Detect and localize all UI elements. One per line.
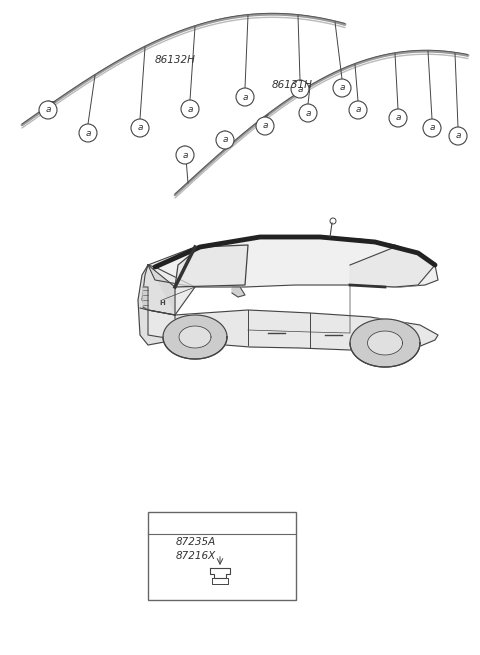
Circle shape (423, 119, 441, 137)
Circle shape (236, 88, 254, 106)
Text: a: a (158, 519, 164, 527)
Circle shape (299, 104, 317, 122)
Text: 87235A: 87235A (176, 537, 216, 547)
Text: a: a (45, 105, 51, 115)
Polygon shape (350, 319, 420, 367)
Polygon shape (179, 326, 211, 348)
Circle shape (449, 127, 467, 145)
Circle shape (79, 124, 97, 142)
Circle shape (152, 514, 170, 532)
Text: a: a (305, 109, 311, 117)
Polygon shape (232, 287, 245, 297)
Text: a: a (85, 128, 91, 138)
Text: a: a (297, 84, 303, 94)
Circle shape (216, 131, 234, 149)
Text: H: H (159, 300, 165, 306)
Text: a: a (262, 121, 268, 130)
Text: a: a (242, 92, 248, 102)
Polygon shape (163, 315, 227, 359)
Circle shape (256, 117, 274, 135)
Polygon shape (175, 245, 248, 287)
Circle shape (176, 146, 194, 164)
Polygon shape (350, 247, 435, 287)
Polygon shape (142, 265, 175, 315)
Circle shape (39, 101, 57, 119)
Text: a: a (455, 132, 461, 141)
Text: a: a (187, 105, 193, 113)
Circle shape (333, 79, 351, 97)
Text: a: a (339, 83, 345, 92)
Circle shape (349, 101, 367, 119)
Text: a: a (355, 105, 361, 115)
Circle shape (131, 119, 149, 137)
Circle shape (181, 100, 199, 118)
Circle shape (389, 109, 407, 127)
Polygon shape (148, 265, 195, 315)
Polygon shape (368, 331, 403, 355)
FancyBboxPatch shape (148, 512, 296, 600)
Text: a: a (222, 136, 228, 145)
Circle shape (291, 80, 309, 98)
Text: a: a (182, 151, 188, 160)
Polygon shape (138, 265, 175, 345)
Text: 87216X: 87216X (176, 551, 216, 561)
Polygon shape (148, 237, 438, 287)
Text: 86132H: 86132H (155, 55, 196, 65)
Text: 86131H: 86131H (272, 80, 313, 90)
Polygon shape (148, 310, 438, 350)
Text: a: a (137, 124, 143, 132)
Polygon shape (143, 287, 148, 310)
Text: a: a (395, 113, 401, 122)
Text: a: a (429, 124, 435, 132)
